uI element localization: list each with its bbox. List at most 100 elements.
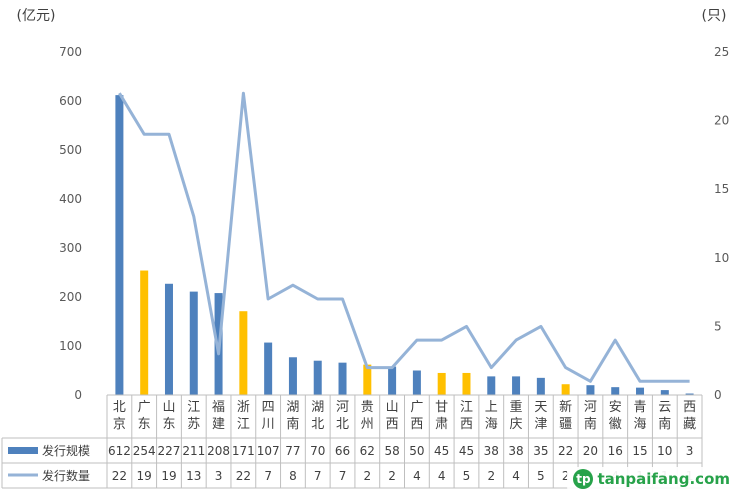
table-value-amount: 20 — [583, 444, 598, 458]
category-label: 北 — [113, 400, 126, 415]
table-value-count: 8 — [289, 469, 297, 483]
table-value-amount: 45 — [434, 444, 449, 458]
table-value-amount: 16 — [608, 444, 623, 458]
category-label: 西 — [386, 417, 399, 432]
bar-24 — [685, 393, 694, 395]
table-value-amount: 45 — [459, 444, 474, 458]
table-value-count: 3 — [215, 469, 223, 483]
bar-1 — [115, 95, 124, 396]
category-label: 云 — [658, 400, 671, 415]
y-right-tick-label: 0 — [714, 388, 722, 402]
category-label: 山 — [386, 400, 399, 415]
table-value-amount: 62 — [360, 444, 375, 458]
category-label: 州 — [361, 417, 374, 432]
category-label: 津 — [534, 417, 547, 432]
table-value-amount: 3 — [686, 444, 694, 458]
table-value-count: 22 — [112, 469, 127, 483]
y-left-tick-label: 100 — [59, 339, 82, 353]
bar-18 — [536, 377, 545, 395]
category-label: 福 — [212, 400, 225, 415]
axes: 0 100 200 300 400 500 600 700 0 5 10 15 20 25 — [59, 45, 729, 402]
table-value-count: 4 — [413, 469, 421, 483]
category-label: 西 — [460, 417, 473, 432]
bar-22 — [636, 387, 645, 395]
y-left-tick-label: 500 — [59, 143, 82, 157]
bar-3 — [164, 283, 173, 395]
category-label: 贵 — [361, 400, 374, 415]
category-label: 天 — [534, 400, 547, 415]
legend-line-label: 发行数量 — [42, 468, 90, 483]
category-label: 藏 — [683, 417, 696, 432]
category-label: 重 — [510, 399, 523, 415]
table-value-amount: 171 — [232, 444, 255, 458]
table-value-amount: 70 — [310, 444, 325, 458]
bar-20 — [586, 385, 595, 395]
table-value-count: 4 — [512, 469, 520, 483]
table-value-amount: 50 — [409, 444, 424, 458]
table-value-count: 7 — [339, 469, 347, 483]
bar-6 — [239, 311, 248, 395]
category-label: 西 — [683, 400, 696, 415]
watermark: tp tanpaifang.com — [567, 467, 736, 491]
category-label: 苏 — [187, 416, 200, 432]
table-value-count: 13 — [186, 469, 201, 483]
table-value-count: 2 — [388, 469, 396, 483]
table-value-count: 2 — [487, 469, 495, 483]
data-table: 北京广东山东江苏福建浙江四川湖南湖北河北贵州山西广西甘肃江西上海重庆天津新疆河南… — [1, 394, 703, 489]
table-value-amount: 227 — [158, 444, 181, 458]
category-label: 北 — [311, 417, 324, 432]
category-label: 广 — [410, 400, 423, 415]
table-value-amount: 211 — [182, 444, 205, 458]
category-label: 湖 — [311, 400, 324, 415]
category-label: 疆 — [559, 417, 572, 432]
y-left-tick-label: 0 — [74, 388, 82, 402]
table-value-amount: 15 — [632, 444, 647, 458]
bar-21 — [611, 387, 620, 395]
table-value-count: 7 — [314, 469, 322, 483]
table-value-amount: 208 — [207, 444, 230, 458]
bar-14 — [437, 372, 446, 395]
category-label: 江 — [460, 400, 473, 415]
table-value-count: 19 — [137, 469, 152, 483]
table-value-amount: 38 — [484, 444, 499, 458]
bar-13 — [412, 370, 421, 395]
legend-bar-swatch — [8, 447, 38, 454]
category-label: 安 — [609, 400, 622, 415]
y-left-tick-label: 400 — [59, 192, 82, 206]
category-label: 徽 — [609, 417, 622, 432]
category-label: 庆 — [510, 417, 523, 432]
y-left-tick-label: 600 — [59, 94, 82, 108]
bar-9 — [313, 360, 322, 395]
category-label: 浙 — [237, 400, 250, 415]
legend-bar-label: 发行规模 — [42, 443, 90, 458]
category-label: 肃 — [435, 417, 448, 432]
category-label: 甘 — [435, 400, 448, 415]
category-label: 四 — [262, 400, 275, 415]
y-left-tick-label: 700 — [59, 45, 82, 59]
category-label: 建 — [212, 417, 225, 432]
y-right-tick-label: 10 — [714, 251, 729, 265]
category-label: 河 — [584, 400, 597, 415]
table-value-count: 22 — [236, 469, 251, 483]
category-label: 东 — [162, 417, 175, 432]
category-label: 山 — [162, 400, 175, 415]
bar-19 — [561, 384, 570, 395]
category-label: 江 — [237, 417, 250, 432]
table-value-amount: 38 — [508, 444, 523, 458]
bar-4 — [189, 291, 198, 395]
table-value-amount: 612 — [108, 444, 131, 458]
category-label: 湖 — [286, 400, 299, 415]
category-label: 南 — [286, 416, 299, 432]
category-label: 广 — [138, 400, 151, 415]
y-left-tick-label: 200 — [59, 290, 82, 304]
y-right-tick-label: 25 — [714, 45, 729, 59]
line-count-series — [118, 91, 690, 383]
bar-2 — [140, 270, 149, 395]
category-label: 河 — [336, 400, 349, 415]
table-value-count: 2 — [363, 469, 371, 483]
bars — [115, 95, 694, 396]
table-value-count: 7 — [264, 469, 272, 483]
y-right-tick-label: 5 — [714, 319, 722, 333]
category-label: 京 — [113, 417, 126, 432]
